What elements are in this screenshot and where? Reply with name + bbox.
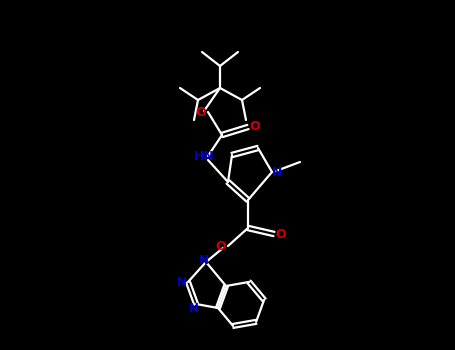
Text: O: O [196, 106, 206, 119]
Text: O: O [276, 229, 286, 241]
Text: O: O [216, 240, 226, 253]
Text: N: N [272, 167, 282, 180]
Text: O: O [250, 119, 260, 133]
Text: N: N [199, 253, 209, 266]
Text: N: N [177, 276, 187, 289]
Text: N: N [189, 302, 199, 315]
Text: HN: HN [194, 150, 214, 163]
